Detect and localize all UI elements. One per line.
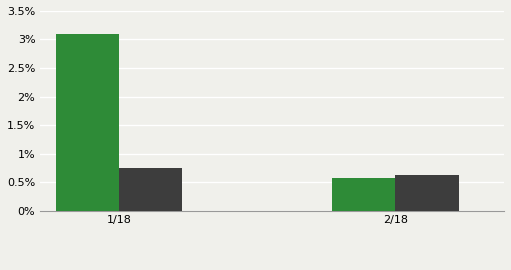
- Bar: [119, 168, 182, 211]
- Bar: [56, 34, 119, 211]
- Bar: [332, 177, 396, 211]
- Bar: [396, 175, 459, 211]
